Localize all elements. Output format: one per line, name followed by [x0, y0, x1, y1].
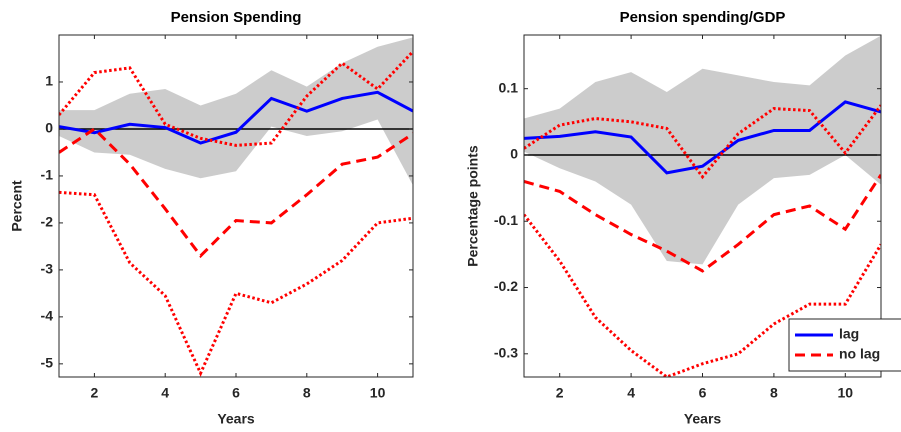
y-tick-label: 0 [510, 146, 518, 162]
x-tick-label: 10 [838, 385, 854, 401]
x-axis-label: Years [217, 411, 255, 427]
legend-label: lag [839, 326, 859, 342]
x-tick-label: 4 [627, 385, 635, 401]
dashed-line [524, 174, 881, 273]
y-tick-label: -0.2 [494, 278, 518, 294]
y-axis-label: Percent [9, 180, 25, 232]
y-tick-label: 0 [45, 120, 53, 136]
y-tick-label: -5 [41, 355, 54, 371]
x-tick-label: 10 [370, 385, 386, 401]
y-tick-label: -3 [41, 261, 54, 277]
x-tick-label: 4 [161, 385, 169, 401]
y-tick-label: -2 [41, 214, 54, 230]
dotted-line [524, 104, 881, 180]
plot-area [524, 35, 881, 377]
y-axis-label: Percentage points [465, 145, 481, 267]
solid-line [524, 100, 881, 175]
chart-title: Pension spending/GDP [620, 9, 786, 26]
y-tick-label: -4 [41, 308, 54, 324]
dotted-line [524, 213, 881, 377]
confidence-band [524, 35, 881, 265]
x-tick-label: 2 [556, 385, 564, 401]
dotted-line [59, 50, 413, 147]
confidence-band [59, 37, 413, 186]
y-tick-label: 1 [45, 73, 53, 89]
y-tick-label: -0.1 [494, 212, 518, 228]
dotted-line [59, 190, 413, 377]
x-tick-label: 8 [303, 385, 311, 401]
x-axis-label: Years [684, 411, 722, 427]
legend-label: no lag [839, 346, 880, 362]
y-tick-label: 0.1 [499, 79, 519, 95]
y-tick-label: -1 [41, 167, 54, 183]
x-tick-label: 8 [770, 385, 778, 401]
x-tick-label: 6 [699, 385, 707, 401]
chart-title: Pension Spending [171, 9, 302, 26]
x-tick-label: 2 [91, 385, 99, 401]
solid-line [59, 90, 413, 145]
y-tick-label: -0.3 [494, 345, 518, 361]
legend-box [788, 318, 901, 372]
x-tick-label: 6 [232, 385, 240, 401]
dashed-line [59, 127, 413, 259]
plot-area [59, 37, 413, 377]
